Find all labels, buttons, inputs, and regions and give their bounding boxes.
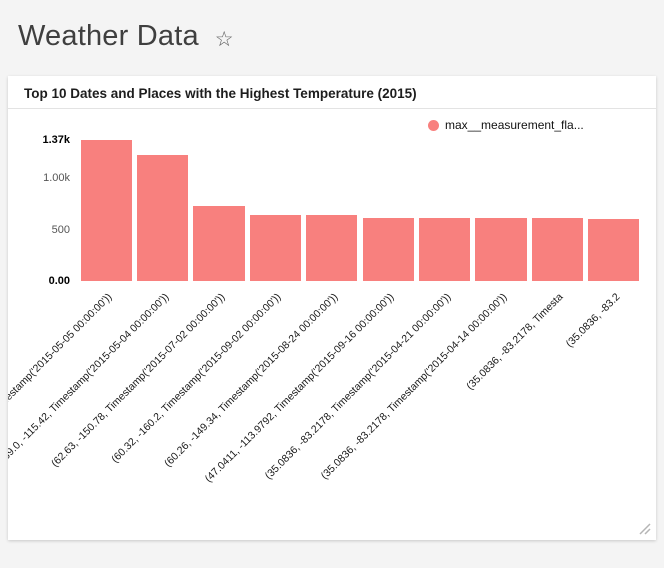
resize-grip-icon — [639, 523, 651, 535]
bar-3[interactable] — [193, 205, 245, 281]
legend-series-label: max__measurement_fla... — [445, 118, 584, 132]
bar-6[interactable] — [362, 218, 414, 281]
page-header: Weather Data ☆ — [0, 0, 664, 60]
favorite-star-icon[interactable]: ☆ — [214, 28, 234, 51]
card-divider — [8, 108, 656, 109]
resize-handle[interactable] — [637, 521, 651, 535]
bar-chart-plot-area — [78, 140, 642, 281]
legend-series-dot-icon — [428, 119, 439, 131]
y-axis-tick-label: 1.37k — [42, 134, 70, 146]
bar-10[interactable] — [588, 218, 640, 281]
bar-5[interactable] — [306, 215, 358, 281]
chart-legend-item[interactable]: max__measurement_fla... — [428, 118, 584, 132]
chart-title: Top 10 Dates and Places with the Highest… — [24, 86, 417, 101]
y-axis-tick-label: 0.00 — [48, 275, 70, 287]
bar-2[interactable] — [136, 155, 189, 281]
y-axis: 1.37k 1.00k 500 0.00 — [8, 134, 70, 287]
bar-7[interactable] — [418, 218, 471, 281]
bar-1[interactable] — [80, 140, 132, 281]
y-axis-tick-label: 1.00k — [43, 172, 70, 185]
x-axis: (39.0, -115.42, Timestamp('2015-05-05 00… — [8, 291, 642, 540]
bar-4[interactable] — [249, 214, 302, 281]
page-title: Weather Data — [18, 19, 199, 52]
x-axis-tick-label: (39.0, -115.42, Timestamp('2015-05-04 00… — [8, 291, 172, 465]
bar-8[interactable] — [475, 218, 527, 281]
bar-9[interactable] — [531, 218, 584, 281]
chart-card: Top 10 Dates and Places with the Highest… — [8, 76, 656, 540]
y-axis-tick-label: 500 — [51, 223, 70, 236]
